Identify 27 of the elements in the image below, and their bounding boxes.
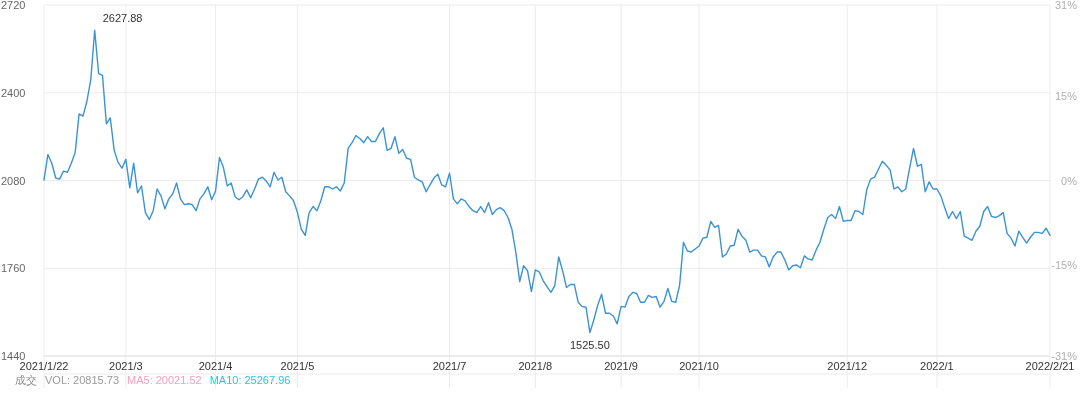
y2-tick-label: 0% bbox=[1061, 174, 1078, 187]
y2-tick-label: -15% bbox=[1051, 259, 1078, 272]
annotation: 2627.88 bbox=[102, 12, 143, 25]
x-tick-label: 2021/7 bbox=[432, 360, 467, 372]
x-tick-label: 2021/12 bbox=[827, 360, 868, 372]
x-tick-label: 2022/2/21 bbox=[1025, 360, 1075, 372]
x-tick-label: 2021/4 bbox=[198, 360, 233, 372]
y2-tick-label: 31% bbox=[1054, 0, 1078, 11]
x-tick-label: 2021/1/22 bbox=[19, 360, 69, 372]
x-tick-label: 2021/5 bbox=[280, 360, 315, 372]
y-tick-label: 2080 bbox=[1, 174, 26, 187]
y-tick-label: 2720 bbox=[1, 0, 26, 11]
text: 成交 bbox=[15, 374, 37, 386]
y-tick-label: 2400 bbox=[1, 86, 26, 99]
text: VOL: 20815.73 bbox=[45, 374, 120, 386]
x-tick-label: 2021/8 bbox=[518, 360, 553, 372]
y-tick-label: 1440 bbox=[1, 350, 26, 362]
text: MA5: 20021.52 bbox=[127, 374, 202, 386]
x-tick-label: 2021/10 bbox=[679, 360, 719, 372]
y-tick-label: 1760 bbox=[1, 262, 26, 275]
annotation: 1525.50 bbox=[570, 338, 610, 351]
x-tick-label: 2021/3 bbox=[109, 360, 143, 372]
y2-tick-label: -31% bbox=[1051, 350, 1078, 362]
x-tick-label: 2022/1 bbox=[920, 360, 954, 372]
y2-tick-label: 15% bbox=[1054, 89, 1078, 102]
x-tick-label: 2021/9 bbox=[604, 360, 638, 372]
text: MA10: 25267.96 bbox=[209, 374, 291, 386]
